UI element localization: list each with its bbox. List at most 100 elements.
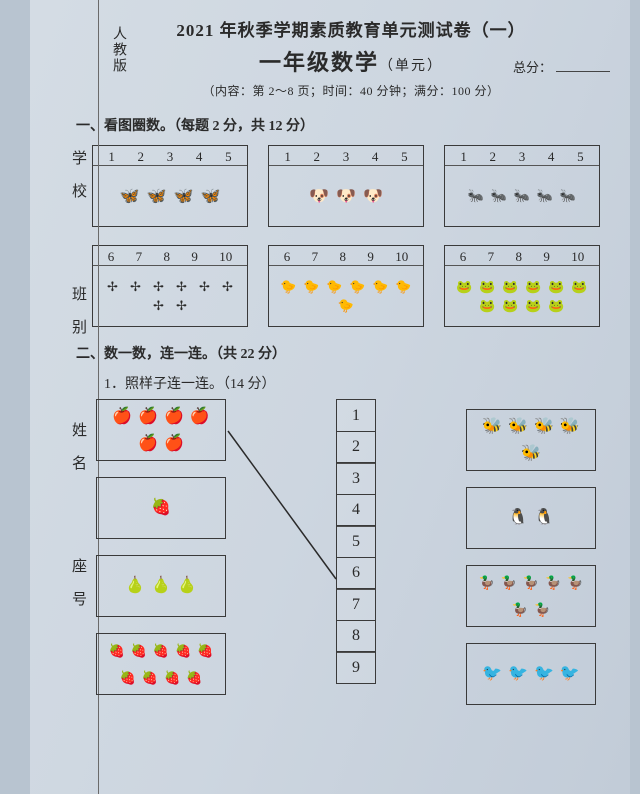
number-option[interactable]: 3 — [343, 149, 350, 165]
count-box-1b: 12345 🐶🐶🐶 — [268, 145, 424, 227]
bee-icon: 🐝 — [482, 419, 502, 435]
section-2-heading: 二、数一数，连一连。（共 22 分） — [76, 343, 616, 363]
number-option[interactable]: 6 — [460, 249, 467, 265]
ant-icon: 🐜 — [467, 188, 485, 204]
number-option[interactable]: 3 — [519, 149, 526, 165]
exam-meta: （内容：第 2～8 页；时间：40 分钟；满分：100 分） — [86, 82, 616, 99]
chick-icon: 🐤 — [337, 298, 355, 314]
number-option[interactable]: 4 — [548, 149, 555, 165]
sec1-row1: 12345 🦋🦋🦋🦋 12345 🐶🐶🐶 12345 🐜🐜🐜🐜🐜 — [92, 145, 616, 227]
side-class: 班别 — [68, 286, 89, 352]
subtitle-main: 一年级数学 — [259, 50, 379, 75]
count-box-2c: 678910 🐸🐸🐸🐸🐸🐸🐸🐸🐸🐸 — [444, 245, 600, 327]
number-option[interactable]: 4 — [372, 149, 379, 165]
butterfly-icon: 🦋 — [200, 186, 222, 206]
section-2-q1: 1．照样子连一连。（14 分） — [104, 373, 616, 393]
duck-icon: 🦆 — [501, 576, 517, 589]
edition-label: 人教版 — [108, 26, 128, 74]
strawberry-icon: 🍓 — [120, 671, 136, 684]
score-blank[interactable] — [556, 71, 610, 72]
dog-face-icon: 🐶 — [362, 186, 384, 206]
number-option[interactable]: 5 — [577, 149, 584, 165]
bee-icon: 🐝 — [508, 419, 528, 435]
butterfly-icon: 🦋 — [173, 186, 195, 206]
number-option[interactable]: 1 — [284, 149, 291, 165]
number-option[interactable]: 10 — [395, 249, 408, 265]
bee-icon: 🐝 — [521, 446, 541, 462]
dragonfly-icons: ✢✢✢✢✢✢✢✢ — [93, 266, 247, 326]
number-option[interactable]: 6 — [284, 249, 291, 265]
ant-icon: 🐜 — [536, 188, 554, 204]
number-option[interactable]: 2 — [314, 149, 321, 165]
duck-icon: 🦆 — [479, 576, 495, 589]
number-option[interactable]: 5 — [225, 149, 232, 165]
bee-icon: 🐝 — [534, 419, 554, 435]
number-option[interactable]: 7 — [488, 249, 495, 265]
frog-icon: 🐸 — [479, 298, 497, 314]
number-option[interactable]: 7 — [136, 249, 143, 265]
number-option[interactable]: 8 — [339, 249, 346, 265]
number-option[interactable]: 10 — [219, 249, 232, 265]
frog-icon: 🐸 — [548, 279, 566, 295]
count-box-2b: 678910 🐤🐤🐤🐤🐤🐤🐤 — [268, 245, 424, 327]
dragonfly-icon: ✢ — [150, 298, 168, 314]
number-option[interactable]: 5 — [401, 149, 408, 165]
butterfly-icon: 🦋 — [146, 186, 168, 206]
dragonfly-icon: ✢ — [150, 279, 168, 295]
dragonfly-icon: ✢ — [127, 279, 145, 295]
bird-icon: 🐦 — [560, 666, 580, 682]
score-label: 总分： — [513, 57, 552, 76]
chick-icon: 🐤 — [395, 279, 413, 295]
number-option[interactable]: 9 — [367, 249, 374, 265]
butterfly-icon: 🦋 — [119, 186, 141, 206]
dog-face-icon: 🐶 — [335, 186, 357, 206]
frog-icon: 🐸 — [571, 279, 589, 295]
number-option[interactable]: 3 — [167, 149, 174, 165]
ant-icons: 🐜🐜🐜🐜🐜 — [445, 166, 599, 226]
frog-icon: 🐸 — [525, 279, 543, 295]
dragonfly-icon: ✢ — [219, 279, 237, 295]
frog-icon: 🐸 — [502, 298, 520, 314]
match-box-penguin[interactable]: 🐧🐧 — [466, 487, 596, 549]
number-option[interactable]: 2 — [138, 149, 145, 165]
number-option[interactable]: 1 — [460, 149, 467, 165]
match-area: 🍎🍎🍎🍎🍎🍎🍓🍐🍐🍐🍓🍓🍓🍓🍓🍓🍓🍓🍓 123456789 🐝🐝🐝🐝🐝🐧🐧🦆🦆🦆… — [96, 399, 616, 769]
exam-paper: 人教版 学校 班别 姓名 座号 2021 年秋季学期素质教育单元测试卷（一） 一… — [30, 0, 630, 794]
dragonfly-icon: ✢ — [196, 279, 214, 295]
match-box-bee[interactable]: 🐝 🐝 🐝 🐝 🐝 — [466, 409, 596, 471]
number-option[interactable]: 10 — [571, 249, 584, 265]
example-line — [96, 399, 396, 659]
side-labels: 学校 班别 姓名 座号 — [68, 150, 92, 694]
strawberry-icon: 🍓 — [142, 671, 158, 684]
number-option[interactable]: 9 — [191, 249, 198, 265]
section-2: 二、数一数，连一连。（共 22 分） 1．照样子连一连。（14 分） 🍎🍎🍎🍎🍎… — [86, 343, 616, 769]
number-option[interactable]: 4 — [196, 149, 203, 165]
frog-icons: 🐸🐸🐸🐸🐸🐸🐸🐸🐸🐸 — [445, 266, 599, 326]
duck-icon: 🦆 — [534, 603, 550, 616]
side-school: 学校 — [68, 150, 89, 216]
side-name: 姓名 — [68, 422, 89, 488]
number-option[interactable]: 6 — [108, 249, 115, 265]
frog-icon: 🐸 — [479, 279, 497, 295]
duck-icon: 🦆 — [545, 576, 561, 589]
frog-icon: 🐸 — [548, 298, 566, 314]
number-option[interactable]: 1 — [108, 149, 115, 165]
section-1: 一、看图圈数。（每题 2 分，共 12 分） 12345 🦋🦋🦋🦋 12345 … — [86, 115, 616, 327]
number-option[interactable]: 8 — [515, 249, 522, 265]
count-box-1c: 12345 🐜🐜🐜🐜🐜 — [444, 145, 600, 227]
dragonfly-icon: ✢ — [104, 279, 122, 295]
bee-icon: 🐝 — [560, 419, 580, 435]
chick-icon: 🐤 — [280, 279, 298, 295]
number-option[interactable]: 7 — [312, 249, 319, 265]
duck-icon: 🦆 — [523, 576, 539, 589]
number-option[interactable]: 9 — [543, 249, 550, 265]
bird-icon: 🐦 — [482, 666, 502, 682]
match-box-duck[interactable]: 🦆🦆🦆🦆🦆🦆🦆 — [466, 565, 596, 627]
number-option[interactable]: 8 — [163, 249, 170, 265]
match-box-bird[interactable]: 🐦🐦🐦🐦 — [466, 643, 596, 705]
number-option[interactable]: 2 — [490, 149, 497, 165]
dragonfly-icon: ✢ — [173, 279, 191, 295]
subtitle-suffix: （单元） — [379, 59, 443, 74]
bird-icon: 🐦 — [508, 666, 528, 682]
sec1-row2: 678910 ✢✢✢✢✢✢✢✢ 678910 🐤🐤🐤🐤🐤🐤🐤 678910 🐸🐸… — [92, 245, 616, 327]
